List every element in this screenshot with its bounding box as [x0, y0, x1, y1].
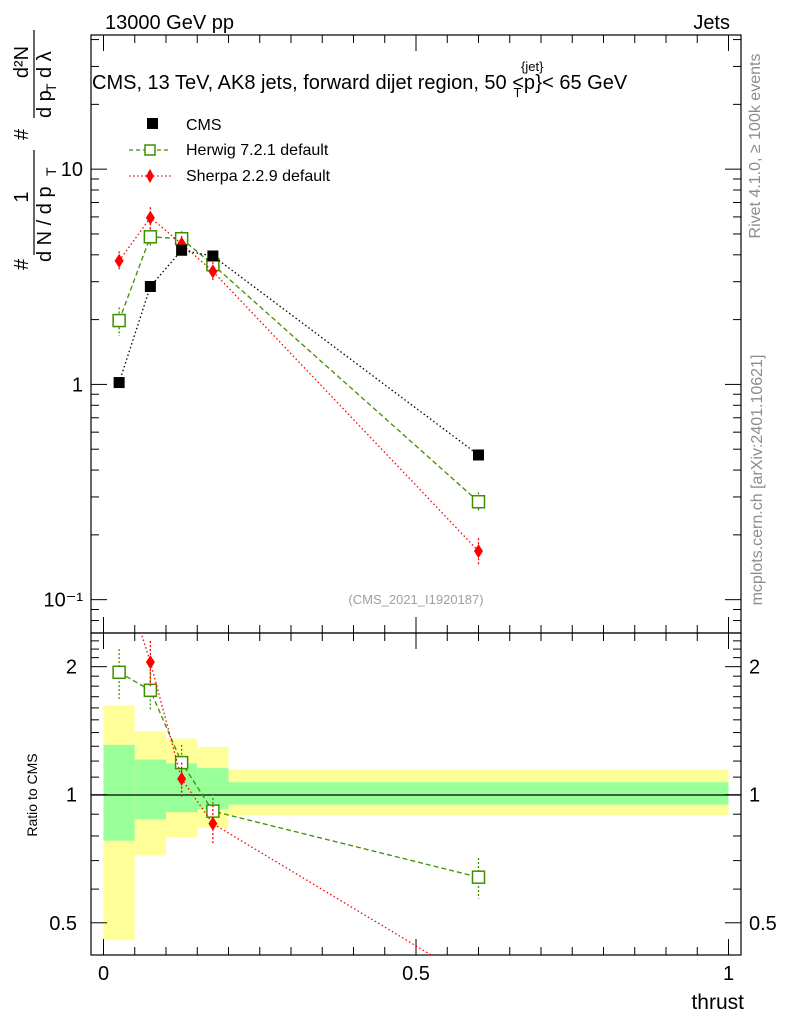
legend-sherpa-marker [146, 169, 154, 183]
legend-cms-label: CMS [186, 117, 222, 134]
ylabel-num: d²N [11, 46, 33, 78]
title-sub: T [513, 85, 521, 100]
herwig-point [471, 870, 486, 884]
ylabel-hash-2: # [11, 128, 33, 140]
main-ytick-label: 10⁻¹ [44, 590, 84, 612]
sherpa-point [115, 556, 124, 570]
header-right: Jets [693, 12, 730, 34]
legend-sherpa-label: Sherpa 2.2.9 default [186, 168, 331, 185]
axis-tick-labels: 10 1 10⁻¹ 2 2 1 1 0.5 0.5 0 0.5 1 [44, 159, 777, 985]
ylabel-frac-num: 1 [11, 191, 33, 202]
xtick-label: 0 [98, 963, 109, 985]
main-y-axis-title: # 1 d N / d p T # d²N d p T d λ [11, 30, 59, 270]
mcplots-label: mcplots.cern.ch [arXiv:2401.10621] [749, 355, 766, 606]
title-before: CMS, 13 TeV, AK8 jets, forward dijet reg… [92, 72, 535, 94]
ylabel-frac-den-sub: T [43, 167, 59, 176]
sherpa-point [474, 976, 483, 990]
cms-point [176, 244, 188, 256]
herwig-point [143, 230, 158, 244]
title-sup: {jet} [521, 59, 544, 74]
herwig-point [143, 683, 158, 698]
ylabel-den: d p [34, 90, 56, 118]
series-line [118, 236, 479, 503]
legend-cms-marker [147, 118, 158, 129]
header-left: 13000 GeV pp [105, 12, 234, 34]
sherpa-point [208, 264, 218, 279]
ratio-y-axis-title: Ratio to CMS [24, 753, 40, 836]
rivet-version-label: Rivet 4.1.0, ≥ 100k events [747, 54, 764, 239]
main-title: CMS, 13 TeV, AK8 jets, forward dijet reg… [92, 59, 628, 100]
axis-ticks [91, 35, 741, 955]
analysis-watermark: (CMS_2021_I1920187) [348, 592, 483, 607]
series-line [118, 249, 479, 456]
legend-herwig-marker [144, 144, 156, 156]
ratio-uncertainty-bands [103, 705, 729, 941]
legend: CMS Herwig 7.2.1 default Sherpa 2.2.9 de… [129, 117, 331, 185]
ratio-ytick-label-right: 2 [749, 657, 760, 679]
ratio-ytick-label: 1 [66, 785, 77, 807]
main-panel-data [112, 207, 486, 567]
title-after: }< 65 GeV [535, 72, 627, 94]
herwig-point [471, 495, 486, 509]
sherpa-point [145, 655, 155, 670]
sherpa-point [177, 771, 187, 786]
cms-point [207, 250, 219, 262]
cms-point [144, 281, 156, 293]
ylabel-den-sub: T [43, 83, 59, 92]
ratio-ytick-label-right: 1 [749, 785, 760, 807]
x-axis-title: thrust [691, 991, 744, 1014]
sherpa-point [114, 253, 124, 268]
legend-herwig-label: Herwig 7.2.1 default [186, 142, 329, 159]
main-ytick-label: 10 [61, 159, 83, 181]
cms-point [113, 377, 125, 389]
series-line [118, 216, 479, 552]
ylabel-frac-den: d N / d p [34, 186, 56, 262]
herwig-point [112, 665, 126, 680]
sherpa-point [474, 544, 483, 559]
sherpa-point [145, 210, 155, 225]
cms-point [473, 449, 484, 461]
sherpa-point [208, 816, 218, 831]
band-inner-bin [134, 759, 166, 820]
xtick-label: 0.5 [402, 963, 430, 985]
main-ytick-label: 1 [72, 374, 83, 396]
ratio-ytick-label: 2 [66, 657, 77, 679]
ratio-ytick-label-right: 0.5 [749, 913, 777, 935]
xtick-label: 1 [723, 963, 734, 985]
ratio-panel-data [112, 556, 486, 990]
band-inner-bin [228, 782, 729, 805]
herwig-point [112, 313, 126, 328]
ylabel-den-tail: d λ [34, 51, 56, 78]
band-inner-bin [103, 744, 135, 841]
ylabel-hash-1: # [11, 258, 33, 270]
ratio-ytick-label: 0.5 [49, 913, 77, 935]
